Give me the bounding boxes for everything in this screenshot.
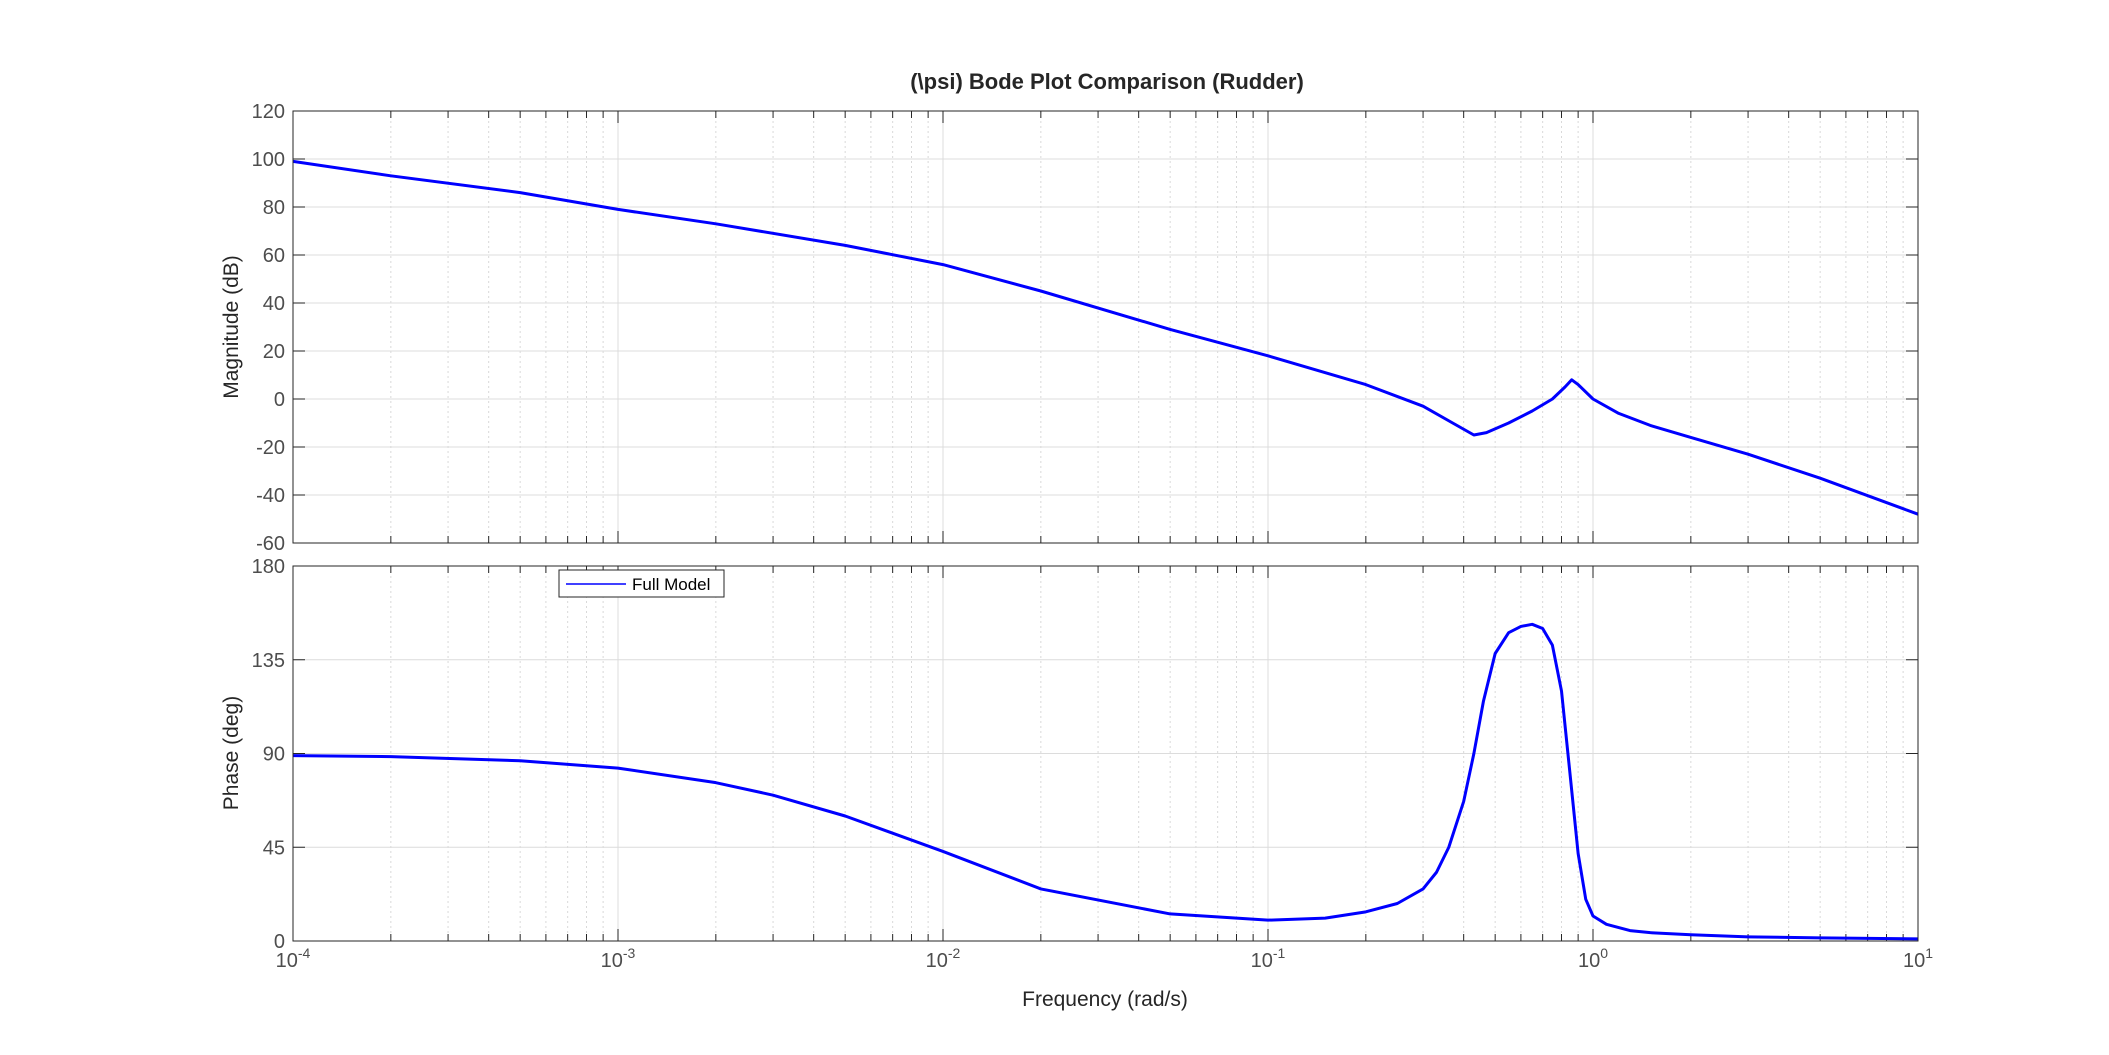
magnitude-y-tick-label: 0 (274, 389, 285, 411)
magnitude-y-tick-label: 120 (252, 101, 285, 123)
x-tick-label: 10-3 (601, 945, 636, 972)
phase-y-tick-label: 45 (263, 837, 285, 859)
phase-ylabel: Phase (deg) (220, 696, 243, 810)
x-tick-label: 10-1 (1251, 945, 1286, 972)
chart-title: (\psi) Bode Plot Comparison (Rudder) (910, 69, 1304, 94)
magnitude-y-tick-label: 100 (252, 149, 285, 171)
magnitude-panel: 120 100 80 60 40 20 0 -20 -40 -60 Magnitude (dB) (220, 101, 1919, 555)
phase-y-ticks: 180 135 90 45 0 (252, 556, 285, 953)
phase-panel: 180 135 90 45 0 Phase (deg) Full Model (220, 556, 1919, 953)
magnitude-y-tick-label: -20 (256, 437, 285, 459)
magnitude-y-ticks: 120 100 80 60 40 20 0 -20 -40 -60 (252, 101, 285, 555)
x-tick-label: 100 (1578, 945, 1608, 972)
phase-axes-box (292, 565, 1919, 942)
x-tick-labels: 10-4 10-3 10-2 10-1 100 101 (276, 945, 1934, 972)
phase-y-tick-label: 135 (252, 650, 285, 672)
magnitude-y-tick-label: 80 (263, 197, 285, 219)
legend-entry-full-model: Full Model (632, 575, 710, 594)
x-axis-label: Frequency (rad/s) (1022, 988, 1188, 1011)
x-tick-label: 101 (1903, 945, 1933, 972)
phase-y-tick-label: 0 (274, 931, 285, 953)
phase-series-line (292, 622, 1919, 941)
phase-y-tick-label: 90 (263, 744, 285, 766)
magnitude-y-tick-label: -40 (256, 485, 285, 507)
magnitude-axes-box (292, 110, 1919, 544)
magnitude-series-line (292, 159, 1919, 516)
phase-y-tick-label: 180 (252, 556, 285, 578)
x-tick-label: 10-2 (926, 945, 961, 972)
legend: Full Model (558, 569, 725, 598)
magnitude-y-tick-label: -60 (256, 533, 285, 555)
magnitude-plot-area (293, 111, 1918, 543)
magnitude-y-tick-label: 20 (263, 341, 285, 363)
magnitude-y-tick-label: 60 (263, 245, 285, 267)
magnitude-y-tick-label: 40 (263, 293, 285, 315)
x-tick-label: 10-4 (276, 945, 311, 972)
magnitude-ylabel: Magnitude (dB) (220, 255, 243, 399)
